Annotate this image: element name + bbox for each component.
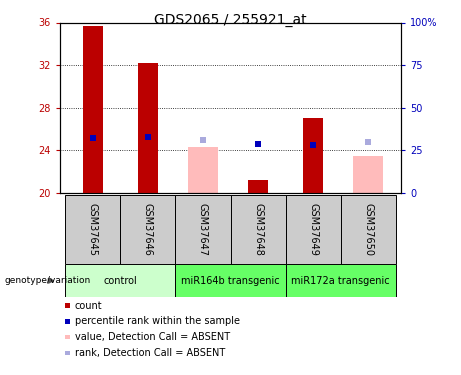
Text: miR164b transgenic: miR164b transgenic [181, 276, 280, 286]
Text: count: count [75, 301, 102, 310]
Bar [188, 147, 218, 193]
Text: genotype/variation: genotype/variation [5, 276, 91, 285]
Bar [248, 180, 268, 193]
Bar [138, 63, 158, 193]
Text: control: control [104, 276, 137, 286]
Text: value, Detection Call = ABSENT: value, Detection Call = ABSENT [75, 332, 230, 342]
Bar [176, 195, 230, 264]
Text: GSM37647: GSM37647 [198, 203, 208, 256]
Bar [65, 195, 120, 264]
Text: GSM37648: GSM37648 [253, 203, 263, 256]
Text: GSM37646: GSM37646 [143, 203, 153, 256]
Text: GDS2065 / 255921_at: GDS2065 / 255921_at [154, 13, 307, 27]
Bar [83, 26, 103, 193]
Text: GSM37649: GSM37649 [308, 203, 318, 256]
Bar [303, 118, 323, 193]
Text: percentile rank within the sample: percentile rank within the sample [75, 316, 240, 326]
Bar [285, 195, 341, 264]
Text: GSM37650: GSM37650 [363, 203, 373, 256]
Bar [176, 264, 285, 297]
Text: rank, Detection Call = ABSENT: rank, Detection Call = ABSENT [75, 348, 225, 358]
Bar [341, 195, 396, 264]
Text: miR172a transgenic: miR172a transgenic [291, 276, 390, 286]
Bar [65, 264, 176, 297]
Bar [285, 264, 396, 297]
Bar [230, 195, 285, 264]
Bar [353, 156, 383, 193]
Text: GSM37645: GSM37645 [88, 203, 98, 256]
Bar [120, 195, 176, 264]
